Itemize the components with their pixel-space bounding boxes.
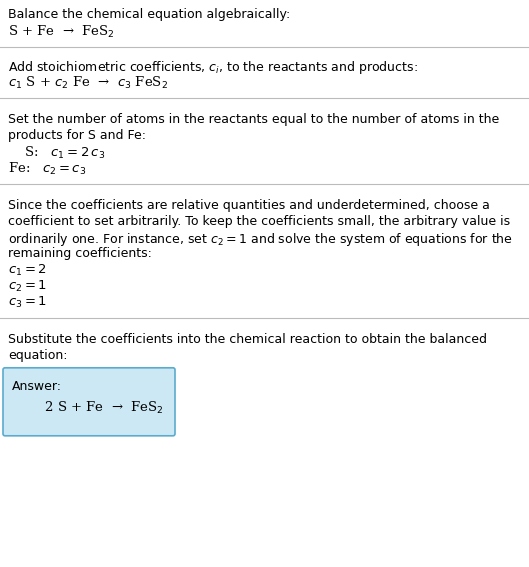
Text: S + Fe  →  FeS$_2$: S + Fe → FeS$_2$ — [8, 24, 115, 40]
Text: Fe:   $c_2 = c_3$: Fe: $c_2 = c_3$ — [8, 161, 86, 177]
Text: equation:: equation: — [8, 349, 68, 362]
Text: Answer:: Answer: — [12, 380, 62, 393]
FancyBboxPatch shape — [3, 368, 175, 436]
Text: $c_2 = 1$: $c_2 = 1$ — [8, 279, 47, 294]
Text: remaining coefficients:: remaining coefficients: — [8, 247, 152, 260]
Text: products for S and Fe:: products for S and Fe: — [8, 129, 146, 142]
Text: S:   $c_1 = 2\,c_3$: S: $c_1 = 2\,c_3$ — [20, 145, 105, 161]
Text: Substitute the coefficients into the chemical reaction to obtain the balanced: Substitute the coefficients into the che… — [8, 333, 487, 346]
Text: $c_1$ S + $c_2$ Fe  →  $c_3$ FeS$_2$: $c_1$ S + $c_2$ Fe → $c_3$ FeS$_2$ — [8, 75, 168, 91]
Text: Add stoichiometric coefficients, $c_i$, to the reactants and products:: Add stoichiometric coefficients, $c_i$, … — [8, 59, 418, 76]
Text: $c_3 = 1$: $c_3 = 1$ — [8, 295, 47, 310]
Text: Balance the chemical equation algebraically:: Balance the chemical equation algebraica… — [8, 8, 290, 21]
Text: ordinarily one. For instance, set $c_2 = 1$ and solve the system of equations fo: ordinarily one. For instance, set $c_2 =… — [8, 231, 513, 248]
Text: Set the number of atoms in the reactants equal to the number of atoms in the: Set the number of atoms in the reactants… — [8, 113, 499, 126]
Text: $c_1 = 2$: $c_1 = 2$ — [8, 263, 47, 278]
Text: Since the coefficients are relative quantities and underdetermined, choose a: Since the coefficients are relative quan… — [8, 199, 490, 212]
Text: coefficient to set arbitrarily. To keep the coefficients small, the arbitrary va: coefficient to set arbitrarily. To keep … — [8, 215, 510, 228]
Text: 2 S + Fe  →  FeS$_2$: 2 S + Fe → FeS$_2$ — [36, 400, 164, 416]
